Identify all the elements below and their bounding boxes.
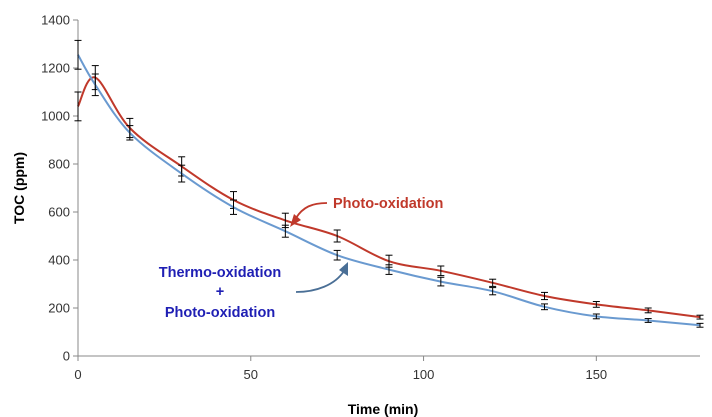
axes: 0 200 400 600 800 1000 1200 1400 0 50 100 150 — [41, 13, 700, 382]
series-1 — [74, 65, 704, 320]
y-tick-label: 400 — [48, 253, 70, 268]
series-2 — [74, 39, 704, 328]
arrow-red — [295, 202, 328, 219]
y-tick-label: 1400 — [41, 13, 70, 28]
y-tick-label: 1000 — [41, 109, 70, 124]
arrow-red-head — [290, 214, 301, 227]
annotation-photo-oxidation: Photo-oxidation — [333, 196, 443, 212]
y-tick-label: 0 — [63, 349, 70, 364]
annotation-thermo-oxidation: Thermo-oxidation — [159, 265, 281, 281]
annotations: Photo-oxidation Thermo-oxidation + Photo… — [159, 196, 444, 321]
annotation-photo-oxidation-2: Photo-oxidation — [165, 305, 275, 321]
annotation-plus: + — [216, 284, 224, 300]
y-tick-label: 600 — [48, 205, 70, 220]
series-layer — [74, 39, 704, 328]
y-tick-label: 200 — [48, 301, 70, 316]
arrow-blue — [295, 270, 345, 293]
y-tick-label: 1200 — [41, 61, 70, 76]
x-tick-label: 150 — [585, 367, 607, 382]
x-axis-title: Time (min) — [348, 401, 419, 417]
x-tick-label: 100 — [413, 367, 435, 382]
x-tick-label: 50 — [244, 367, 258, 382]
y-tick-label: 800 — [48, 157, 70, 172]
series-2-line — [77, 54, 701, 327]
y-axis-title: TOC (ppm) — [11, 152, 27, 224]
arrow-blue-head — [339, 262, 348, 276]
x-tick-label: 0 — [74, 367, 81, 382]
